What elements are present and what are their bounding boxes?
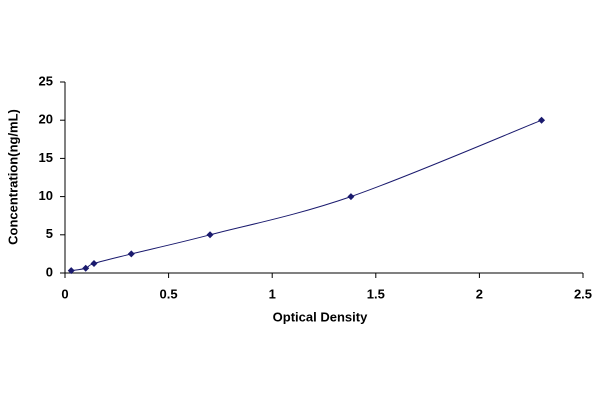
y-tick-label: 15 [39, 150, 53, 165]
x-axis-label: Optical Density [273, 309, 368, 324]
marker [67, 267, 75, 275]
y-tick-label: 25 [39, 73, 53, 88]
x-tick-label: 0 [61, 286, 68, 301]
marker [127, 250, 135, 258]
y-tick-label: 0 [46, 264, 53, 279]
x-tick-label: 2.5 [574, 286, 592, 301]
x-tick-label: 1.5 [367, 286, 385, 301]
marker [206, 231, 214, 239]
y-tick-label: 10 [39, 188, 53, 203]
marker [347, 193, 355, 201]
x-tick-label: 2 [476, 286, 483, 301]
y-axis-label: Concentration(ng/mL) [5, 109, 20, 245]
y-tick-label: 20 [39, 112, 53, 127]
x-tick-label: 1 [269, 286, 276, 301]
marker [90, 259, 98, 267]
y-tick-label: 5 [46, 226, 53, 241]
x-tick-label: 0.5 [160, 286, 178, 301]
curve [71, 119, 542, 272]
marker [82, 264, 90, 272]
marker [538, 116, 546, 124]
